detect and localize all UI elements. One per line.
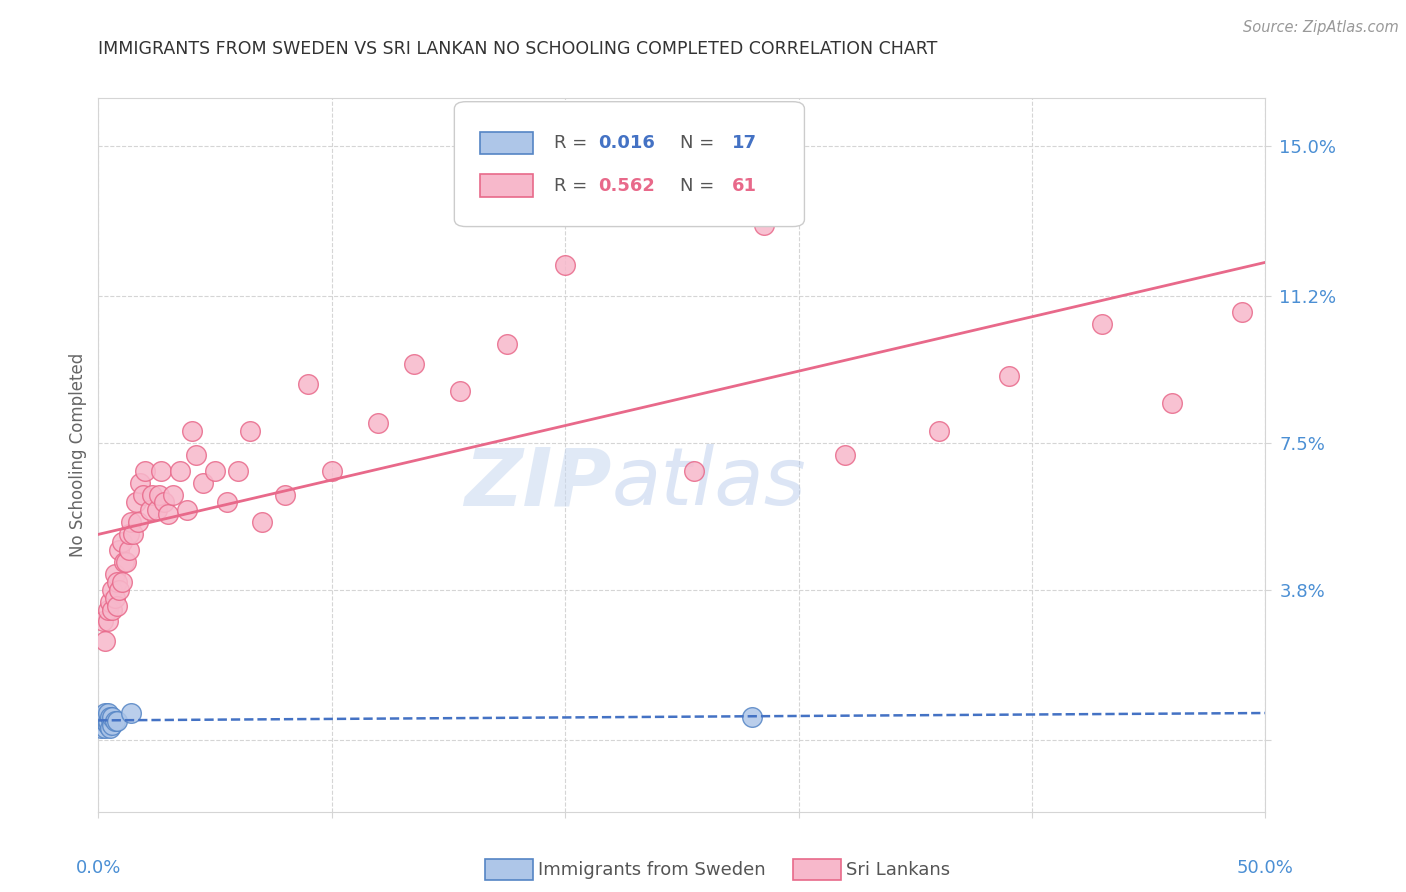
Point	[495, 337, 517, 351]
Point	[554, 258, 576, 272]
Point	[94, 634, 117, 648]
Point	[297, 376, 319, 391]
Point	[112, 555, 135, 569]
Point	[105, 599, 128, 613]
Point	[1230, 305, 1253, 319]
Point	[215, 495, 238, 509]
Text: 50.0%: 50.0%	[1237, 859, 1294, 878]
Text: R =: R =	[554, 177, 592, 194]
Point	[1091, 317, 1114, 331]
FancyBboxPatch shape	[454, 102, 804, 227]
Point	[97, 714, 120, 728]
Point	[186, 448, 208, 462]
Point	[682, 464, 704, 478]
Point	[94, 714, 117, 728]
Text: Sri Lankans: Sri Lankans	[846, 861, 950, 879]
Point	[94, 722, 117, 736]
Point	[274, 487, 297, 501]
Point	[169, 464, 191, 478]
Point	[104, 566, 127, 581]
Point	[120, 706, 142, 720]
Point	[157, 508, 180, 522]
Point	[228, 464, 250, 478]
Point	[97, 717, 120, 731]
Point	[132, 487, 155, 501]
Point	[367, 416, 389, 430]
Text: R =: R =	[554, 134, 592, 152]
Text: Immigrants from Sweden: Immigrants from Sweden	[538, 861, 766, 879]
Point	[98, 722, 121, 736]
Point	[139, 503, 162, 517]
Text: atlas: atlas	[612, 444, 807, 523]
Point	[108, 582, 131, 597]
Point	[150, 464, 173, 478]
Point	[97, 602, 120, 616]
Text: Source: ZipAtlas.com: Source: ZipAtlas.com	[1243, 20, 1399, 35]
Point	[741, 709, 763, 723]
Text: IMMIGRANTS FROM SWEDEN VS SRI LANKAN NO SCHOOLING COMPLETED CORRELATION CHART: IMMIGRANTS FROM SWEDEN VS SRI LANKAN NO …	[98, 40, 938, 58]
Point	[129, 475, 152, 490]
Point	[98, 709, 121, 723]
Point	[834, 448, 856, 462]
Point	[125, 495, 148, 509]
Bar	[479, 175, 533, 197]
Point	[141, 487, 163, 501]
Point	[118, 527, 141, 541]
Point	[152, 495, 174, 509]
Point	[97, 615, 120, 629]
Y-axis label: No Schooling Completed: No Schooling Completed	[69, 353, 87, 557]
Point	[90, 722, 112, 736]
Text: ZIP: ZIP	[464, 444, 612, 523]
Point	[1161, 396, 1184, 410]
Point	[104, 591, 127, 605]
Text: N =: N =	[679, 177, 720, 194]
Point	[239, 424, 262, 438]
Point	[108, 543, 131, 558]
Point	[449, 384, 471, 399]
Point	[97, 706, 120, 720]
Text: 0.562: 0.562	[598, 177, 655, 194]
Point	[250, 516, 273, 530]
Point	[997, 368, 1019, 383]
Point	[101, 602, 124, 616]
Point	[162, 487, 184, 501]
Text: 17: 17	[733, 134, 756, 152]
Point	[134, 464, 156, 478]
Point	[105, 574, 128, 589]
Point	[91, 714, 114, 728]
Point	[402, 357, 425, 371]
Point	[111, 574, 134, 589]
Point	[204, 464, 226, 478]
Text: 0.016: 0.016	[598, 134, 655, 152]
Text: 0.0%: 0.0%	[76, 859, 121, 878]
Point	[321, 464, 343, 478]
Point	[101, 582, 124, 597]
Point	[928, 424, 950, 438]
Point	[120, 516, 142, 530]
Point	[193, 475, 215, 490]
Point	[91, 615, 114, 629]
Point	[91, 709, 114, 723]
Point	[98, 594, 121, 608]
Point	[127, 516, 149, 530]
Point	[752, 218, 775, 232]
Point	[111, 535, 134, 549]
Point	[94, 706, 117, 720]
Point	[115, 555, 138, 569]
Point	[118, 543, 141, 558]
Point	[176, 503, 198, 517]
Point	[148, 487, 170, 501]
Point	[105, 714, 128, 728]
Text: N =: N =	[679, 134, 720, 152]
Point	[122, 527, 145, 541]
Point	[104, 714, 127, 728]
Text: 61: 61	[733, 177, 756, 194]
Point	[146, 503, 169, 517]
Bar	[479, 132, 533, 154]
Point	[180, 424, 202, 438]
Point	[101, 717, 124, 731]
Point	[612, 206, 634, 220]
Point	[101, 709, 124, 723]
